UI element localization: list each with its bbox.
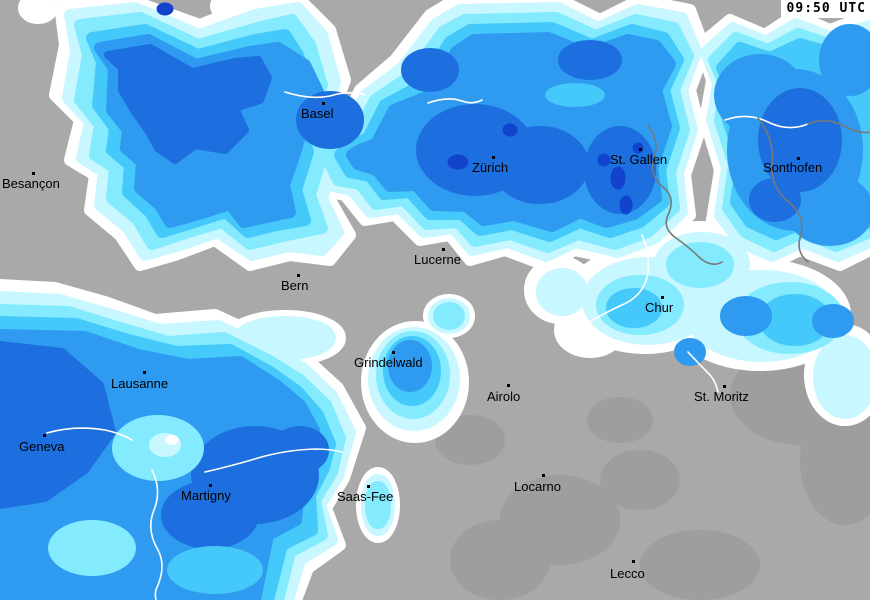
timestamp-clock: 09:50 UTC — [780, 0, 870, 18]
city-label: Locarno — [514, 479, 561, 494]
city-label: Lecco — [610, 566, 645, 581]
city-label: Geneva — [19, 439, 65, 454]
city-dot — [542, 474, 545, 477]
city-dot — [442, 248, 445, 251]
city-dot — [32, 172, 35, 175]
city-dot — [661, 296, 664, 299]
city-dot — [492, 156, 495, 159]
precip-inner-light-patches — [48, 83, 605, 594]
city-dot — [322, 102, 325, 105]
city-dot — [723, 385, 726, 388]
city-label: Chur — [645, 300, 674, 315]
city-label: Bern — [281, 278, 309, 293]
city-label: Besançon — [2, 176, 60, 191]
city-dot — [43, 434, 46, 437]
city-dot — [639, 148, 642, 151]
city-label: Martigny — [181, 488, 231, 503]
city-dot — [632, 560, 635, 563]
city-dot — [143, 371, 146, 374]
border-lines — [647, 117, 870, 266]
city-label: Saas-Fee — [337, 489, 394, 504]
city-label: Airolo — [487, 389, 521, 404]
city-label: St. Moritz — [694, 389, 749, 404]
city-label: Lucerne — [414, 252, 461, 267]
city-label: Lausanne — [111, 376, 169, 391]
city-dot — [297, 274, 300, 277]
city-label: Basel — [301, 106, 334, 121]
river-lines — [46, 91, 809, 600]
city-label: Sonthofen — [763, 160, 823, 175]
city-dot — [797, 157, 800, 160]
city-label: Zürich — [472, 160, 509, 175]
city-dot — [392, 351, 395, 354]
city-dot — [209, 484, 212, 487]
city-label: St. Gallen — [610, 152, 668, 167]
city-dot — [507, 384, 510, 387]
city-dot — [367, 485, 370, 488]
city-label: Grindelwald — [354, 355, 423, 370]
